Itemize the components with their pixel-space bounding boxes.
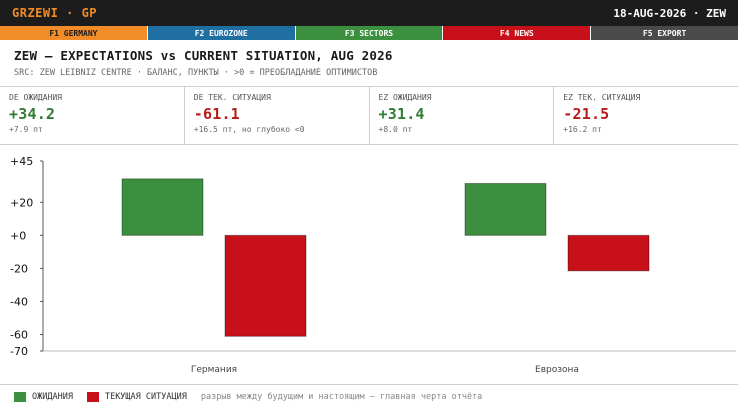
metric-label: DE ОЖИДАНИЯ: [9, 93, 62, 102]
fkey-export[interactable]: F5 EXPORT: [591, 26, 738, 40]
legend-swatch-green: [14, 391, 26, 402]
bar-current-0: [224, 234, 307, 337]
y-tick-label: -60: [10, 328, 28, 341]
y-tick-label: +20: [10, 196, 33, 209]
metric-ez-expectations: EZ ОЖИДАНИЯ +31.4 +8.0 пт: [370, 87, 555, 144]
brand-name: GRZEWI: [12, 6, 59, 20]
metric-note: +7.9 пт: [9, 125, 43, 134]
metric-label: EZ ОЖИДАНИЯ: [378, 93, 432, 102]
y-tick-label: -20: [10, 262, 28, 275]
date-stamp: 18-AUG-2026 · ZEW: [613, 6, 726, 20]
brand-code: GP: [81, 6, 98, 20]
legend-item-expectations: ОЖИДАНИЯ: [14, 391, 73, 402]
metric-ez-current: EZ ТЕК. СИТУАЦИЯ -21.5 +16.2 пт: [554, 87, 738, 144]
category-label: Еврозона: [535, 365, 579, 375]
metric-value: -21.5: [563, 105, 610, 123]
metric-label: EZ ТЕК. СИТУАЦИЯ: [563, 93, 641, 102]
metric-value: -61.1: [193, 105, 240, 123]
legend-label: ТЕКУЩАЯ СИТУАЦИЯ: [104, 391, 187, 402]
y-tick-label: +45: [10, 155, 33, 168]
page-title: ZEW — EXPECTATIONS vs CURRENT SITUATION,…: [14, 48, 393, 63]
y-tick-label: -70: [10, 345, 28, 358]
y-tick-label: +0: [10, 229, 26, 242]
legend-note: разрыв между будущим и настоящим — главн…: [200, 391, 483, 402]
legend-item-current: ТЕКУЩАЯ СИТУАЦИЯ: [86, 391, 187, 402]
category-label: Германия: [191, 365, 237, 375]
page-subtitle: SRC: ZEW LEIBNIZ CENTRE · БАЛАНС, ПУНКТЫ…: [14, 68, 378, 78]
function-key-bar: F1 GERMANY F2 EUROZONE F3 SECTORS F4 NEW…: [0, 26, 738, 40]
title-block: ZEW — EXPECTATIONS vs CURRENT SITUATION,…: [0, 40, 738, 87]
fkey-news[interactable]: F4 NEWS: [443, 26, 592, 40]
brand: GRZEWI · GP: [12, 6, 97, 20]
metric-note: +16.2 пт: [563, 125, 602, 134]
bar-current-1: [567, 234, 650, 272]
top-bar: GRZEWI · GP 18-AUG-2026 · ZEW: [0, 0, 738, 26]
y-tick-label: -40: [10, 295, 28, 308]
bar-expectations-0: [121, 178, 204, 236]
fkey-germany[interactable]: F1 GERMANY: [0, 26, 148, 40]
metric-value: +31.4: [378, 105, 425, 123]
fkey-eurozone[interactable]: F2 EUROZONE: [147, 26, 296, 40]
chart-area: +45 +20 +0 -20 -40 -60 -70 Германия Еврозона: [0, 146, 738, 381]
metric-de-expectations: DE ОЖИДАНИЯ +34.2 +7.9 пт: [0, 87, 185, 144]
brand-separator: ·: [66, 6, 74, 20]
metric-de-current: DE ТЕК. СИТУАЦИЯ -61.1 +16.5 пт, но глуб…: [185, 87, 370, 144]
fkey-sectors[interactable]: F3 SECTORS: [295, 26, 444, 40]
bar-chart: +45 +20 +0 -20 -40 -60 -70 Германия Еврозона: [10, 155, 736, 375]
metric-label: DE ТЕК. СИТУАЦИЯ: [193, 93, 271, 102]
metrics-row: DE ОЖИДАНИЯ +34.2 +7.9 пт DE ТЕК. СИТУАЦ…: [0, 87, 738, 145]
legend-label: ОЖИДАНИЯ: [32, 391, 73, 402]
metric-note: +8.0 пт: [378, 125, 413, 134]
metric-note: +16.5 пт, но глубоко <0: [193, 125, 305, 134]
legend: ОЖИДАНИЯ ТЕКУЩАЯ СИТУАЦИЯ разрыв между б…: [0, 384, 738, 408]
metric-value: +34.2: [9, 105, 56, 123]
legend-swatch-red: [86, 391, 99, 402]
bar-expectations-1: [464, 182, 547, 236]
